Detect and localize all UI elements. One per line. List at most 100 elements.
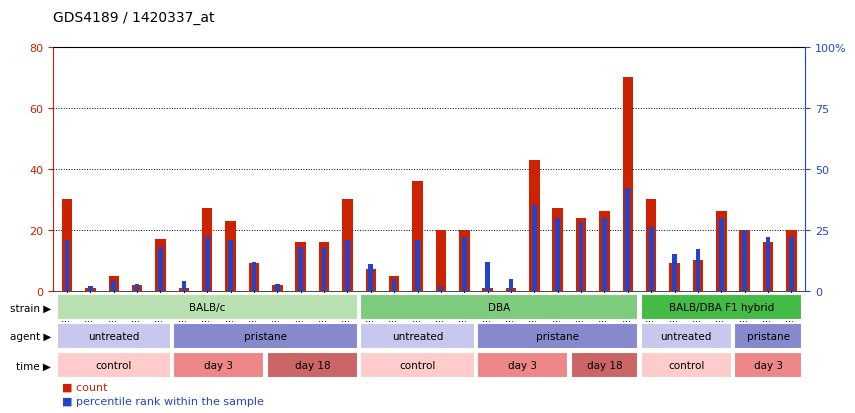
Bar	[321, 247, 327, 291]
Bar	[298, 247, 303, 291]
Bar	[228, 240, 233, 291]
Bar	[135, 284, 139, 291]
Text: control: control	[668, 361, 705, 370]
FancyBboxPatch shape	[734, 324, 802, 349]
Text: day 3: day 3	[508, 361, 537, 370]
Bar	[486, 262, 490, 291]
Text: untreated: untreated	[661, 332, 712, 342]
Bar	[622, 78, 633, 291]
FancyBboxPatch shape	[56, 295, 358, 320]
Bar	[719, 218, 723, 291]
FancyBboxPatch shape	[360, 324, 475, 349]
Bar	[251, 262, 256, 291]
Bar	[109, 276, 119, 291]
Bar	[506, 288, 516, 291]
Bar	[275, 284, 280, 291]
Text: agent ▶: agent ▶	[10, 332, 51, 342]
Text: ■ percentile rank within the sample: ■ percentile rank within the sample	[62, 396, 263, 406]
FancyBboxPatch shape	[267, 352, 358, 378]
Text: pristane: pristane	[245, 332, 287, 342]
FancyBboxPatch shape	[477, 352, 569, 378]
Bar	[742, 230, 747, 291]
Bar	[716, 212, 727, 291]
Text: BALB/DBA F1 hybrid: BALB/DBA F1 hybrid	[669, 303, 774, 313]
Bar	[552, 209, 563, 291]
Bar	[389, 276, 399, 291]
FancyBboxPatch shape	[640, 295, 802, 320]
Text: control: control	[96, 361, 132, 370]
FancyBboxPatch shape	[360, 352, 475, 378]
Bar	[763, 242, 773, 291]
FancyBboxPatch shape	[640, 324, 732, 349]
Bar	[459, 230, 469, 291]
Bar	[342, 200, 352, 291]
Bar	[272, 285, 283, 291]
Bar	[529, 160, 540, 291]
Bar	[319, 242, 329, 291]
Text: day 18: day 18	[587, 361, 622, 370]
Bar	[226, 221, 236, 291]
FancyBboxPatch shape	[570, 352, 639, 378]
FancyBboxPatch shape	[477, 324, 639, 349]
Bar	[599, 212, 610, 291]
Bar	[111, 281, 116, 291]
Bar	[575, 218, 587, 291]
Text: untreated: untreated	[88, 332, 139, 342]
Bar	[509, 279, 513, 291]
Bar	[158, 247, 162, 291]
Bar	[249, 264, 259, 291]
Bar	[556, 218, 560, 291]
Bar	[345, 240, 350, 291]
Bar	[789, 237, 793, 291]
Bar	[366, 270, 376, 291]
Bar	[669, 264, 680, 291]
Bar	[62, 200, 73, 291]
Text: control: control	[399, 361, 436, 370]
Bar	[392, 279, 397, 291]
FancyBboxPatch shape	[174, 324, 358, 349]
Bar	[416, 240, 420, 291]
Bar	[86, 288, 96, 291]
Bar	[462, 237, 467, 291]
Bar	[766, 237, 770, 291]
Text: pristane: pristane	[746, 332, 789, 342]
Bar	[65, 240, 69, 291]
Text: DBA: DBA	[488, 303, 510, 313]
Bar	[88, 286, 92, 291]
Bar	[786, 230, 797, 291]
Text: pristane: pristane	[536, 332, 579, 342]
Bar	[646, 200, 657, 291]
Text: time ▶: time ▶	[16, 361, 51, 370]
Text: GDS4189 / 1420337_at: GDS4189 / 1420337_at	[53, 11, 215, 25]
Text: ■ count: ■ count	[62, 382, 107, 392]
Bar	[740, 230, 750, 291]
Bar	[602, 218, 607, 291]
Bar	[181, 281, 186, 291]
Text: strain ▶: strain ▶	[10, 303, 51, 313]
Text: untreated: untreated	[392, 332, 443, 342]
Bar	[579, 223, 583, 291]
Bar	[482, 288, 492, 291]
FancyBboxPatch shape	[174, 352, 264, 378]
Bar	[439, 286, 443, 291]
FancyBboxPatch shape	[640, 352, 732, 378]
Bar	[205, 237, 209, 291]
Bar	[532, 206, 537, 291]
Text: day 3: day 3	[204, 361, 233, 370]
Bar	[693, 261, 703, 291]
Bar	[156, 240, 166, 291]
Bar	[179, 288, 189, 291]
Text: day 3: day 3	[753, 361, 782, 370]
FancyBboxPatch shape	[56, 324, 171, 349]
Bar	[649, 228, 653, 291]
FancyBboxPatch shape	[734, 352, 802, 378]
Text: BALB/c: BALB/c	[189, 303, 226, 313]
FancyBboxPatch shape	[56, 352, 171, 378]
Bar	[202, 209, 213, 291]
FancyBboxPatch shape	[360, 295, 639, 320]
Bar	[696, 250, 700, 291]
Bar	[132, 285, 143, 291]
Bar	[436, 230, 446, 291]
Bar	[672, 254, 677, 291]
Bar	[296, 242, 306, 291]
